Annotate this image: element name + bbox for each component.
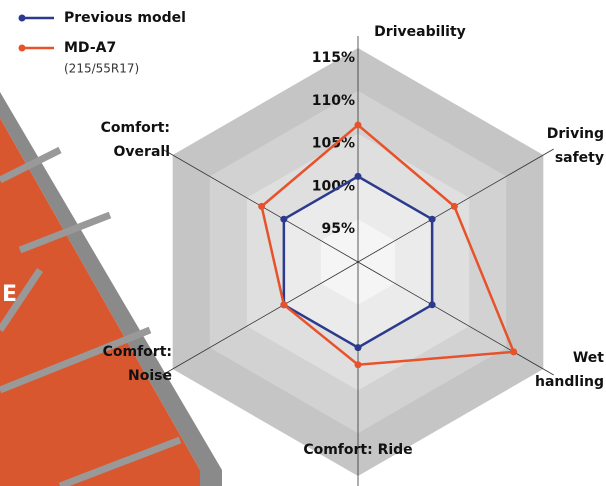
chart: E 95%100%105%110%115%Previous modelMD-A7… bbox=[0, 0, 606, 486]
data-point bbox=[510, 348, 517, 355]
legend-label: Previous model bbox=[64, 10, 186, 26]
legend-subtitle: (215/55R17) bbox=[64, 62, 139, 76]
data-point bbox=[280, 216, 287, 223]
category-label: Driving safety bbox=[524, 122, 604, 170]
legend-marker bbox=[19, 45, 26, 52]
r-tick-label: 105% bbox=[312, 136, 355, 152]
r-tick-label: 95% bbox=[321, 221, 355, 237]
category-label: Driveability bbox=[330, 20, 510, 44]
data-point bbox=[429, 216, 436, 223]
r-tick-label: 115% bbox=[312, 50, 355, 66]
r-tick-label: 110% bbox=[312, 93, 355, 109]
category-label: Comfort: Overall bbox=[90, 116, 170, 164]
legend-label: MD-A7 bbox=[64, 40, 116, 56]
category-label: Comfort: Ride bbox=[268, 438, 448, 462]
data-point bbox=[355, 122, 362, 129]
category-label: Comfort: Noise bbox=[92, 340, 172, 388]
data-point bbox=[451, 203, 458, 210]
page: E 95%100%105%110%115%Previous modelMD-A7… bbox=[0, 0, 606, 486]
data-point bbox=[355, 361, 362, 368]
data-point bbox=[258, 203, 265, 210]
data-point bbox=[355, 173, 362, 180]
decor-photo bbox=[0, 118, 200, 486]
data-point bbox=[429, 301, 436, 308]
data-point bbox=[280, 301, 287, 308]
legend-marker bbox=[19, 15, 26, 22]
category-label: Wet handling bbox=[524, 346, 604, 394]
background-text: E bbox=[2, 282, 17, 307]
data-point bbox=[355, 344, 362, 351]
